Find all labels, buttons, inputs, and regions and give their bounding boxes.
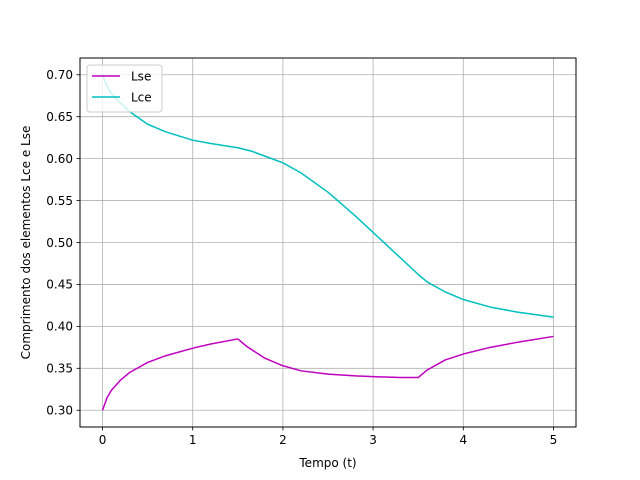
x-tick-label: 5 (550, 433, 558, 447)
y-tick-label: 0.45 (46, 278, 73, 292)
x-tick-label: 1 (189, 433, 197, 447)
y-tick-label: 0.70 (46, 68, 73, 82)
x-axis: 0 1 2 3 4 5 (99, 427, 558, 447)
y-tick-label: 0.35 (46, 362, 73, 376)
legend-label-lse: Lse (131, 69, 151, 83)
y-tick-label: 0.50 (46, 236, 73, 250)
y-axis: 0.30 0.35 0.40 0.45 0.50 0.55 0.60 0.65 0.70 (46, 68, 80, 418)
y-tick-label: 0.60 (46, 152, 73, 166)
grid-lines (80, 58, 576, 427)
y-tick-label: 0.30 (46, 404, 73, 418)
x-tick-label: 4 (459, 433, 467, 447)
y-tick-label: 0.55 (46, 194, 73, 208)
y-axis-label: Comprimento dos elementos Lce e Lse (19, 126, 33, 360)
x-tick-label: 0 (99, 433, 107, 447)
legend-label-lce: Lce (131, 90, 152, 104)
x-axis-label: Tempo (t) (298, 456, 356, 470)
series-line-lse (101, 335, 554, 411)
y-tick-label: 0.65 (46, 110, 73, 124)
x-tick-label: 2 (279, 433, 287, 447)
y-tick-label: 0.40 (46, 320, 73, 334)
x-tick-label: 3 (369, 433, 377, 447)
legend: Lse Lce (86, 64, 163, 113)
